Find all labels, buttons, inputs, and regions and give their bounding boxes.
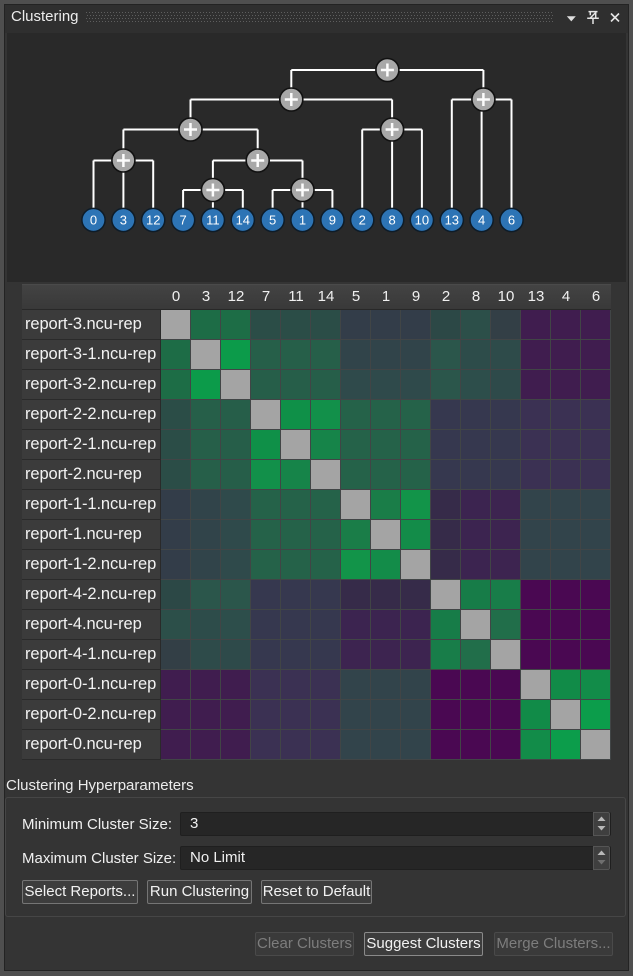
svg-text:9: 9: [329, 213, 336, 228]
svg-text:0: 0: [90, 213, 97, 228]
svg-text:4: 4: [478, 213, 485, 228]
svg-text:8: 8: [388, 213, 395, 228]
svg-text:10: 10: [415, 213, 429, 228]
svg-text:11: 11: [206, 213, 220, 228]
svg-text:3: 3: [120, 213, 127, 228]
svg-text:5: 5: [269, 213, 276, 228]
svg-text:2: 2: [359, 213, 366, 228]
svg-text:6: 6: [508, 213, 515, 228]
svg-text:7: 7: [179, 213, 186, 228]
svg-text:14: 14: [236, 213, 250, 228]
svg-text:1: 1: [299, 213, 306, 228]
svg-text:13: 13: [445, 213, 459, 228]
svg-text:12: 12: [146, 213, 160, 228]
